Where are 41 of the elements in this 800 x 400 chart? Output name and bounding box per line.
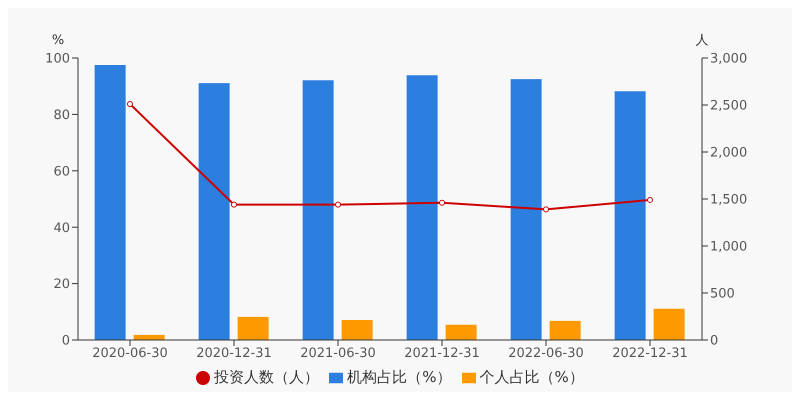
y-tick-label: 60 [53, 164, 70, 180]
x-tick-label: 2021-06-30 [300, 346, 376, 362]
y2-tick-label: 500 [710, 286, 735, 302]
legend-label: 投资人数（人） [214, 368, 320, 386]
bar [654, 308, 685, 340]
x-tick-label: 2020-12-31 [196, 346, 272, 362]
y2-tick-label: 3,000 [710, 52, 748, 67]
x-tick-label: 2022-12-31 [612, 346, 688, 362]
bar [446, 324, 477, 340]
y2-tick-label: 2,000 [710, 146, 748, 161]
bar [94, 65, 126, 340]
bar [238, 316, 269, 340]
bar [302, 80, 334, 340]
bar [198, 83, 230, 340]
bar [510, 79, 542, 340]
point [647, 196, 653, 203]
point [439, 200, 445, 206]
y-tick-label: 100 [45, 52, 70, 67]
y2-tick-label: 2,500 [710, 98, 748, 114]
x-tick-label: 2020-06-30 [92, 346, 168, 362]
x-tick-label: 2022-06-30 [508, 346, 584, 362]
legend-label: 个人占比（%） [480, 368, 584, 386]
point [335, 202, 341, 208]
y-tick-label: 40 [53, 220, 70, 236]
bar [550, 320, 581, 340]
y2-tick-label: 0 [710, 334, 718, 349]
bar [342, 320, 373, 340]
y2-axis-title: 人 [696, 33, 708, 48]
y2-tick-label: 1,000 [710, 240, 748, 255]
y-tick-label: 0 [62, 334, 70, 349]
bar [406, 75, 438, 340]
y-tick-label: 20 [53, 277, 70, 292]
legend-label: 机构占比（%） [347, 368, 452, 386]
point [231, 202, 237, 208]
y2-tick-label: 1,500 [710, 192, 748, 208]
point [127, 101, 133, 108]
point [543, 206, 549, 212]
x-tick-label: 2021-12-31 [404, 346, 480, 362]
y-tick-label: 80 [53, 108, 70, 124]
y-axis-title: % [52, 33, 64, 48]
bar [614, 91, 646, 340]
